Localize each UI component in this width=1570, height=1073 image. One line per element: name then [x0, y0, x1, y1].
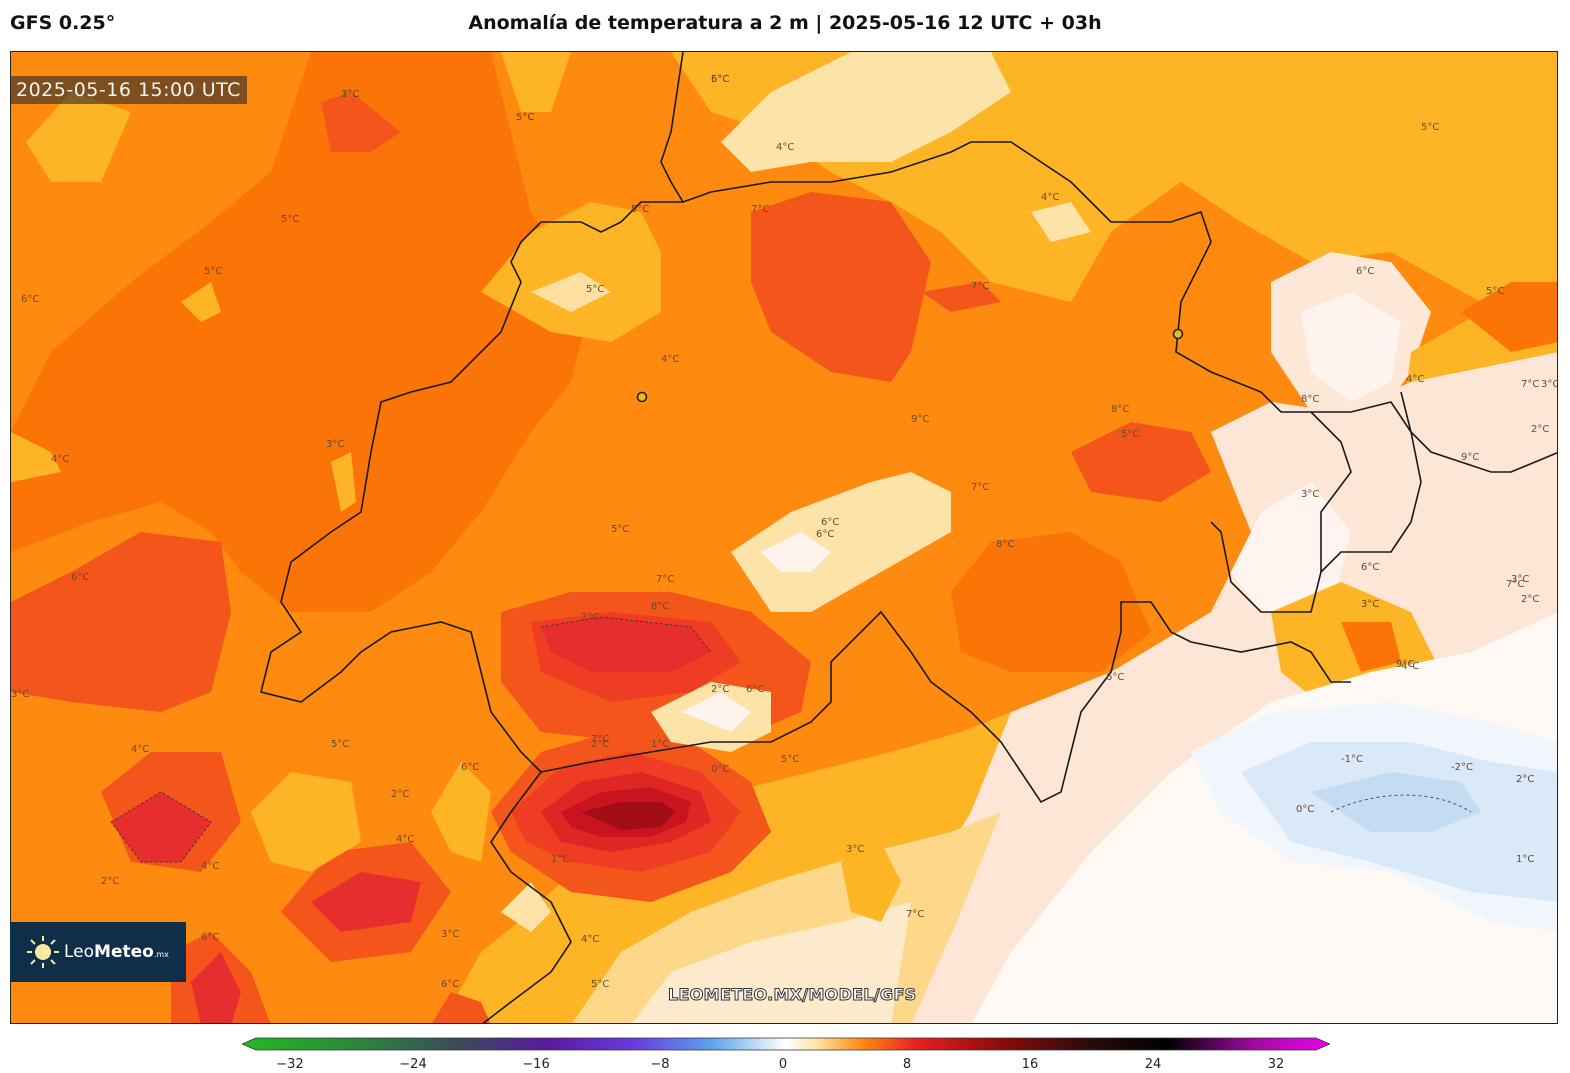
contour-label: 6°C — [21, 294, 39, 305]
contour-label: 5°C — [204, 266, 222, 277]
model-label: GFS 0.25° — [10, 12, 116, 34]
contour-label: 2°C — [711, 684, 729, 695]
map-panel[interactable]: 7°C 5°C 6°C 4°C 5°C 5°C 6°C 5°C 5°C 5°C 4°C 7°C 7°C 4… — [10, 51, 1558, 1024]
contour-label: 5°C — [711, 74, 729, 85]
contour-label: 6°C — [746, 684, 764, 695]
contour-label: 4°C — [51, 454, 69, 465]
contour-label: 5°C — [516, 112, 534, 123]
contour-label: 5°C — [781, 754, 799, 765]
contour-label: 6°C — [816, 529, 834, 540]
contour-label: 6°C — [711, 74, 729, 85]
contour-label: 2°C — [391, 789, 409, 800]
sun-icon — [26, 935, 60, 969]
contour-label: 1°C — [551, 854, 569, 865]
colorbar-tick-label: 32 — [1267, 1057, 1285, 1072]
contour-label: 3°C — [1361, 599, 1379, 610]
colorbar-tick-label: −8 — [650, 1057, 670, 1072]
contour-label: 5°C — [331, 739, 349, 750]
colorbar-tick-label: 24 — [1144, 1057, 1162, 1072]
contour-label: 9°C — [1461, 452, 1479, 463]
colorbar-tick-label: 8 — [902, 1057, 912, 1072]
contour-label: 2°C — [1521, 594, 1539, 605]
contour-label: 8°C — [1111, 404, 1129, 415]
contour-label: 9°C — [911, 414, 929, 425]
contour-label: 3°C — [846, 844, 864, 855]
contour-label: 7°C — [1521, 379, 1539, 390]
contour-label: 8°C — [996, 539, 1014, 550]
contour-label: 6°C — [1106, 672, 1124, 683]
station-marker — [1172, 328, 1184, 340]
contour-label: 5°C — [611, 524, 629, 535]
contour-label: 6°C — [201, 932, 219, 943]
contour-label: 3°C — [341, 89, 359, 100]
brand-name: LeoMeteo.mx — [64, 942, 169, 962]
contour-label: 6°C — [1356, 266, 1374, 277]
contour-label: 9°C — [1396, 659, 1414, 670]
contour-label: 6°C — [461, 762, 479, 773]
contour-label: 6°C — [71, 572, 89, 583]
contour-label: 1°C — [1516, 854, 1534, 865]
contour-label: 8°C — [651, 601, 669, 612]
contour-label: 7°C — [906, 909, 924, 920]
contour-label: 7°C — [591, 734, 609, 745]
contour-label: 3°C — [11, 689, 29, 700]
contour-label: 2°C — [1531, 424, 1549, 435]
contour-label: 2°C — [591, 739, 609, 750]
contour-label: 5°C — [591, 979, 609, 990]
chart-title: Anomalía de temperatura a 2 m | 2025-05-… — [468, 12, 1102, 34]
contour-label: 4°C — [1041, 192, 1059, 203]
contour-label: 3°C — [326, 439, 344, 450]
contour-label: 4°C — [1401, 661, 1419, 672]
temperature-anomaly-map: 7°C5°C6°C4°C5°C5°C6°C5°C5°C5°C4°C7°C7°C4… — [11, 52, 1558, 1023]
contour-label: 4°C — [1406, 374, 1424, 385]
contour-label: 5°C — [1486, 286, 1504, 297]
contour-label: 5°C — [586, 284, 604, 295]
contour-label: 2°C — [101, 876, 119, 887]
contour-label: 5°C — [281, 214, 299, 225]
contour-label: 8°C — [1301, 394, 1319, 405]
contour-label: 0°C — [711, 764, 729, 775]
valid-time-label: 2025-05-16 15:00 UTC — [10, 76, 247, 104]
contour-label: 3°C — [441, 929, 459, 940]
contour-label: -2°C — [1451, 762, 1473, 773]
contour-label: 6°C — [1361, 562, 1379, 573]
contour-label: 7°C — [341, 89, 359, 100]
contour-label: 4°C — [776, 142, 794, 153]
contour-label: 4°C — [581, 934, 599, 945]
colorbar-tick-label: −32 — [276, 1057, 304, 1072]
colorbar-tick-label: −16 — [522, 1057, 550, 1072]
contour-labels: 7°C5°C6°C4°C5°C5°C6°C5°C5°C5°C4°C7°C7°C4… — [11, 74, 1558, 990]
contour-label: 4°C — [131, 744, 149, 755]
contour-label: 3°C — [1541, 379, 1558, 390]
contour-label: 3°C — [1511, 574, 1529, 585]
contour-label: 3°C — [1301, 489, 1319, 500]
contour-label: 6°C — [441, 979, 459, 990]
contour-label: 7°C — [656, 574, 674, 585]
contour-label: 4°C — [396, 834, 414, 845]
contour-label: 5°C — [516, 112, 534, 123]
source-watermark[interactable]: LEOMETEO.MX/MODEL/GFS — [668, 985, 917, 1005]
contour-label: 4°C — [661, 354, 679, 365]
contour-label: 5°C — [1121, 429, 1139, 440]
colorbar — [242, 1037, 1330, 1051]
colorbar-tick-label: 0 — [778, 1057, 788, 1072]
contour-label: 7°C — [1506, 579, 1524, 590]
contour-label: 0°C — [1296, 804, 1314, 815]
leometeo-logo: LeoMeteo.mx — [10, 922, 186, 982]
colorbar-tick-label: −24 — [399, 1057, 427, 1072]
contour-label: 1°C — [651, 739, 669, 750]
contour-label: 7°C — [971, 281, 989, 292]
contour-label: 5°C — [631, 204, 649, 215]
contour-label: 6°C — [821, 517, 839, 528]
colorbar-tick-label: 16 — [1021, 1057, 1039, 1072]
station-marker — [636, 391, 648, 403]
contour-label: 7°C — [751, 204, 769, 215]
contour-label: -1°C — [1341, 754, 1363, 765]
contour-label: 4°C — [201, 861, 219, 872]
border-line — [660, 52, 1557, 473]
contour-label: 5°C — [1421, 122, 1439, 133]
contour-label: 7°C — [971, 482, 989, 493]
contour-label: 2°C — [1516, 774, 1534, 785]
contour-label: 7°C — [581, 612, 599, 623]
